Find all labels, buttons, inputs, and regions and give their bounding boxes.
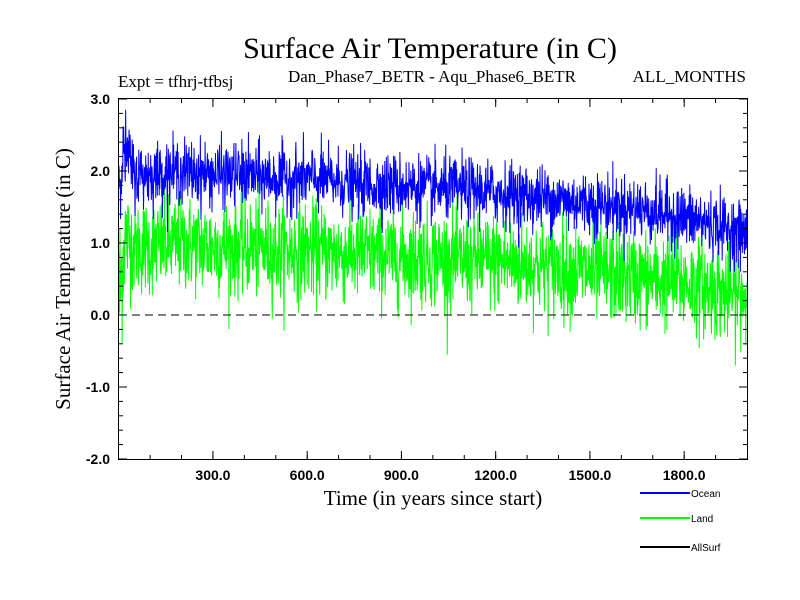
- x-tick-label: 600.0: [290, 467, 325, 483]
- x-tick-label: 1800.0: [663, 467, 706, 483]
- y-tick-label: 0.0: [91, 307, 111, 323]
- series-line-land: [119, 175, 747, 366]
- expt-label: Expt = tfhrj-tfbsj: [118, 72, 233, 91]
- series-layer: [119, 109, 747, 366]
- comparison-label: Dan_Phase7_BETR - Aqu_Phase6_BETR: [288, 67, 577, 86]
- y-tick-label: 1.0: [91, 235, 111, 251]
- x-tick-label: 1500.0: [569, 467, 612, 483]
- x-tick-label: 900.0: [384, 467, 419, 483]
- plot-area: [118, 98, 748, 460]
- y-tick-label: -1.0: [86, 379, 110, 395]
- axes: -2.0 -1.0 0.0 1.0 2.0 3.0 300.0 600.0 900.0 1200.…: [86, 91, 747, 483]
- chart-title: Surface Air Temperature (in C): [243, 32, 617, 65]
- legend: Ocean Land AllSurf: [640, 489, 721, 554]
- x-tick-label: 300.0: [195, 467, 230, 483]
- y-tick-label: 3.0: [91, 91, 111, 107]
- plot-frame: [118, 98, 748, 460]
- y-tick-label: -2.0: [86, 451, 110, 467]
- x-tick-label: 1200.0: [474, 467, 517, 483]
- legend-allsurf-label: AllSurf: [691, 543, 721, 554]
- legend-land-label: Land: [691, 514, 713, 525]
- y-axis-label: Surface Air Temperature (in C): [51, 148, 75, 410]
- months-label: ALL_MONTHS: [633, 67, 746, 86]
- x-axis-label: Time (in years since start): [324, 486, 543, 510]
- y-tick-label: 2.0: [91, 163, 111, 179]
- legend-ocean-label: Ocean: [691, 489, 720, 500]
- series-line-ocean: [119, 109, 747, 272]
